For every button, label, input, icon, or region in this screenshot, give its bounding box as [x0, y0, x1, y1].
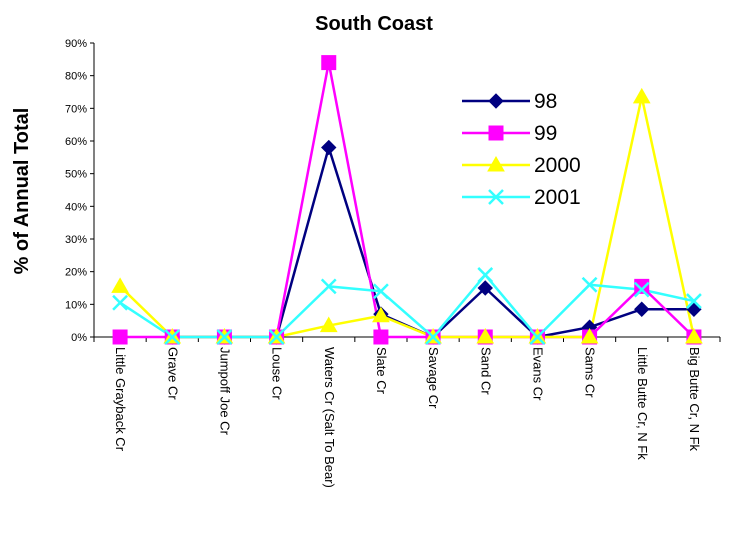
- series-2001-point: [529, 329, 546, 345]
- x-tick-label: Big Butte Cr, N Fk: [687, 347, 702, 452]
- y-tick-label: 80%: [65, 71, 87, 83]
- series-2001-point: [268, 329, 285, 345]
- x-tick-label: Sand Cr: [478, 347, 493, 395]
- series-98-point: [634, 301, 650, 317]
- series-2001-point: [686, 293, 702, 309]
- series-2001-line: [119, 273, 695, 339]
- legend-label: 98: [534, 90, 557, 113]
- series-2000-point: [685, 327, 703, 344]
- series-98-line: [172, 146, 694, 339]
- series-2000-point: [476, 327, 495, 344]
- legend-item: 2001: [462, 186, 581, 209]
- series-2001-point: [425, 329, 441, 345]
- y-tick-label: 40%: [65, 201, 87, 213]
- y-tick-label: 0%: [71, 332, 87, 344]
- legend-label: 2001: [534, 186, 581, 209]
- y-tick-label: 10%: [65, 299, 87, 311]
- series-99-point: [373, 329, 389, 345]
- y-tick-label: 20%: [65, 267, 87, 279]
- series-2001-point: [633, 281, 650, 298]
- x-tick-label: Evans Cr: [530, 347, 545, 401]
- series-2001-point: [581, 276, 598, 293]
- series-99-point: [112, 329, 128, 345]
- series-2000-point: [111, 277, 129, 293]
- x-tick-label: Jumpoff Joe Cr: [217, 347, 232, 436]
- series-2000-line: [119, 95, 696, 339]
- x-tick-label: Savage Cr: [426, 347, 441, 409]
- series-lines: [119, 61, 696, 339]
- legend-marker: [488, 93, 504, 109]
- x-tick-label: Little Butte Cr, N Fk: [635, 347, 650, 460]
- series-98-point: [321, 139, 337, 156]
- y-tick-label: 30%: [65, 234, 87, 246]
- legend-label: 99: [534, 122, 557, 145]
- series-2001-point: [164, 329, 181, 345]
- x-tick-label: Louse Cr: [270, 347, 285, 400]
- series-2001-point: [373, 283, 389, 300]
- series-2000-point: [319, 316, 338, 333]
- y-tick-label: 90%: [65, 38, 87, 50]
- legend-marker: [487, 155, 505, 172]
- legend-marker: [488, 189, 504, 205]
- series-2001-point: [320, 278, 337, 295]
- series-markers: [111, 55, 703, 345]
- legend-marker: [488, 125, 504, 141]
- y-tick-label: 50%: [65, 169, 87, 181]
- y-tick-label: 60%: [65, 136, 87, 148]
- axes: [93, 43, 720, 338]
- y-tick-label: 70%: [65, 103, 87, 115]
- series-2001-point: [112, 294, 128, 311]
- legend: 98 99 2000 2001: [462, 90, 581, 209]
- legend-item: 2000: [462, 154, 581, 177]
- series-99-point: [321, 55, 337, 71]
- y-axis-label: % of Annual Total: [11, 108, 33, 275]
- x-tick-label: Grave Cr: [165, 347, 180, 400]
- legend-label: 2000: [534, 154, 581, 177]
- series-99-line: [120, 61, 695, 339]
- x-tick-label: Sams Cr: [583, 347, 598, 398]
- series-2000-point: [372, 306, 390, 323]
- series-2000-point: [632, 87, 651, 104]
- legend-item: 98: [462, 90, 557, 113]
- x-tick-label: Little Grayback Cr: [113, 347, 128, 452]
- series-99-point: [634, 278, 650, 294]
- chart-title: South Coast: [315, 13, 433, 35]
- x-tick-label: Slate Cr: [374, 347, 389, 395]
- x-tick-label: Waters Cr (Salt To Bear): [322, 347, 337, 488]
- series-98-point: [477, 280, 493, 296]
- x-ticks: Little Grayback Cr Grave Cr Jumpoff Joe Cr…: [93, 337, 721, 488]
- y-ticks: 0% 10% 20% 30% 40% 50% 60% 70% 80% 90%: [65, 38, 94, 344]
- series-2001-point: [216, 329, 233, 345]
- series-2000-point: [580, 327, 599, 344]
- legend-item: 99: [462, 122, 557, 145]
- series-2001-point: [477, 267, 494, 283]
